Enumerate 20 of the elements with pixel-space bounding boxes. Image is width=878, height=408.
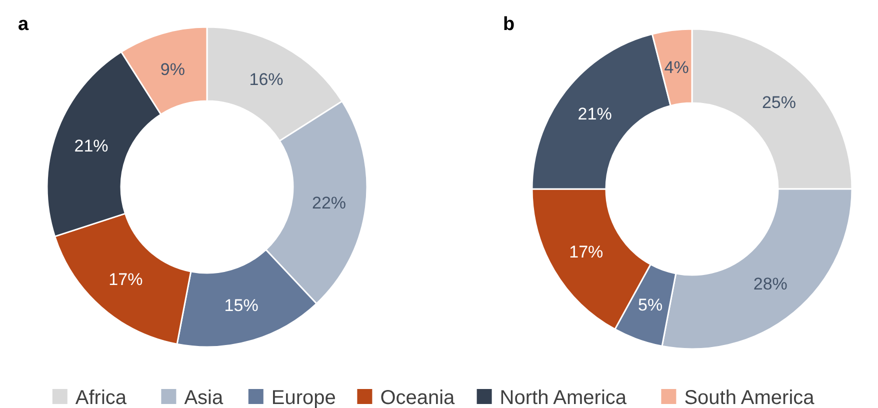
data-label: 15% [224,296,258,316]
data-label: 9% [160,60,185,79]
legend-label: South America [684,387,816,408]
data-label: 25% [762,92,796,112]
data-label: 5% [638,296,663,315]
legend-label: Asia [184,387,224,408]
data-label: 21% [578,104,612,124]
data-label: 17% [569,242,604,262]
data-label: 22% [312,193,346,212]
legend-label: Oceania [380,387,456,408]
data-label: 21% [74,136,108,156]
chart-title: b [503,14,515,35]
legend-label: North America [500,387,628,408]
data-label: 17% [108,270,143,290]
data-label: 16% [249,70,284,90]
legend-label: Africa [75,387,128,408]
data-label: 4% [664,58,689,77]
legend-label: Europe [271,387,336,408]
data-label: 28% [753,274,788,294]
chart-title: a [18,14,29,35]
